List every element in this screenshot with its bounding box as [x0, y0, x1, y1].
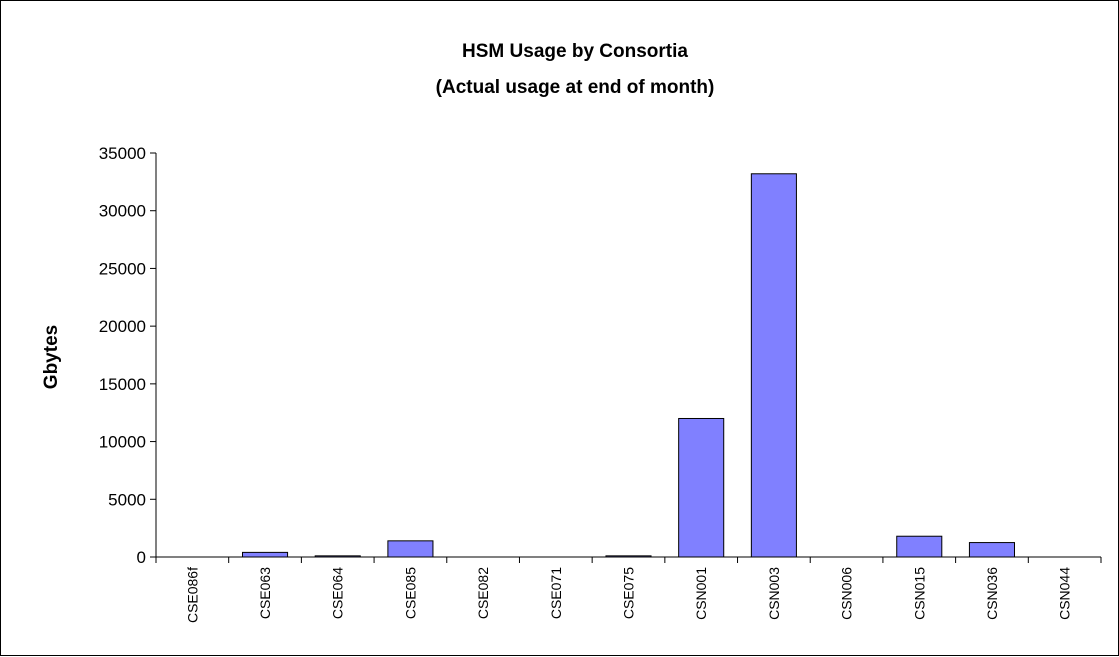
x-tick-label: CSE064	[330, 567, 346, 619]
y-tick-label: 35000	[99, 144, 146, 163]
bar-csn003	[750, 173, 797, 558]
bar-cse063	[242, 551, 289, 558]
y-axis-ticks: 0 5000 10000 15000 20000 25000 30000 35000	[99, 144, 156, 567]
y-axis-label: Gbytes	[41, 325, 62, 389]
x-tick-label: CSN044	[1057, 567, 1073, 620]
x-tick-label: CSE071	[548, 567, 564, 619]
axes	[155, 153, 1101, 558]
x-tick-label: CSE082	[475, 567, 491, 619]
x-tick-label: CSN003	[766, 567, 782, 620]
bars	[242, 173, 1015, 558]
x-tick-label: CSN036	[984, 567, 1000, 620]
chart-title: HSM Usage by Consortia	[462, 41, 688, 62]
bar-csn036	[968, 542, 1015, 558]
y-tick-label: 10000	[99, 433, 146, 452]
y-tick-label: 5000	[108, 490, 146, 509]
y-tick-label: 20000	[99, 317, 146, 336]
x-tick-label: CSE085	[402, 567, 418, 619]
y-tick-label: 15000	[99, 375, 146, 394]
x-tick-label: CSN006	[839, 567, 855, 620]
x-axis-ticks: CSE086f CSE063 CSE064 CSE085 CSE082 CSE071 CSE…	[155, 557, 1102, 623]
chart-subtitle: (Actual usage at end of month)	[436, 77, 715, 98]
x-tick-label: CSE086f	[184, 567, 200, 623]
y-tick-label: 30000	[99, 202, 146, 221]
y-tick-label: 25000	[99, 259, 146, 278]
y-tick-label: 0	[137, 548, 146, 567]
x-tick-label: CSN001	[693, 567, 709, 620]
bar-csn015	[896, 535, 943, 558]
x-tick-label: CSE063	[257, 567, 273, 619]
x-tick-label: CSN015	[911, 567, 927, 620]
x-tick-label: CSE075	[621, 567, 637, 619]
bar-cse085	[387, 540, 434, 558]
bar-csn001	[678, 417, 725, 558]
